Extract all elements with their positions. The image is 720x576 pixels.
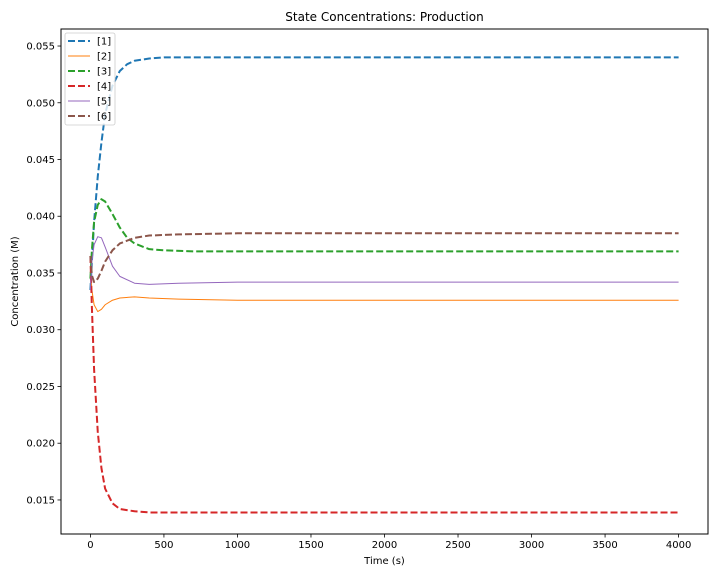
x-axis-label: Time (s)	[363, 556, 405, 567]
y-tick-label: 0.030	[26, 325, 55, 336]
y-tick-label: 0.045	[26, 155, 55, 166]
x-axis-ticks: 0 500 1000 1500 2000 2500 3000 3500 4000	[87, 534, 691, 551]
series-line-4	[89, 255, 679, 514]
series-layer	[89, 56, 679, 514]
y-tick-label: 0.055	[26, 42, 55, 53]
y-axis-label: Concentration (M)	[10, 236, 21, 326]
legend-label-1: [1]	[97, 37, 111, 48]
series-line-2	[89, 267, 679, 313]
legend-label-2: [2]	[97, 52, 111, 63]
chart-title: State Concentrations: Production	[285, 10, 483, 24]
x-tick-label: 3500	[592, 540, 617, 551]
series-line-1	[89, 56, 679, 291]
y-tick-label: 0.015	[26, 495, 55, 506]
x-tick-label: 1000	[225, 540, 250, 551]
y-tick-label: 0.035	[26, 268, 55, 279]
series-line-6	[89, 232, 679, 284]
x-tick-label: 2000	[372, 540, 397, 551]
x-tick-label: 4000	[666, 540, 691, 551]
x-tick-label: 0	[87, 540, 93, 551]
y-axis-ticks: 0.015 0.020 0.025 0.030 0.035 0.040 0.045 0.050…	[26, 42, 61, 506]
x-tick-label: 3000	[519, 540, 544, 551]
y-tick-label: 0.020	[26, 439, 55, 450]
legend-label-3: [3]	[97, 67, 111, 78]
legend-label-5: [5]	[97, 97, 111, 108]
x-tick-label: 2500	[445, 540, 470, 551]
series-line-3	[89, 198, 679, 279]
series-line-5	[89, 236, 679, 291]
y-tick-label: 0.050	[26, 98, 55, 109]
legend-label-6: [6]	[97, 112, 111, 123]
legend: [1] [2] [3] [4] [5] [6]	[64, 32, 116, 126]
y-tick-label: 0.040	[26, 212, 55, 223]
legend-label-4: [4]	[97, 82, 111, 93]
x-tick-label: 500	[154, 540, 173, 551]
y-tick-label: 0.025	[26, 382, 55, 393]
x-tick-label: 1500	[298, 540, 323, 551]
